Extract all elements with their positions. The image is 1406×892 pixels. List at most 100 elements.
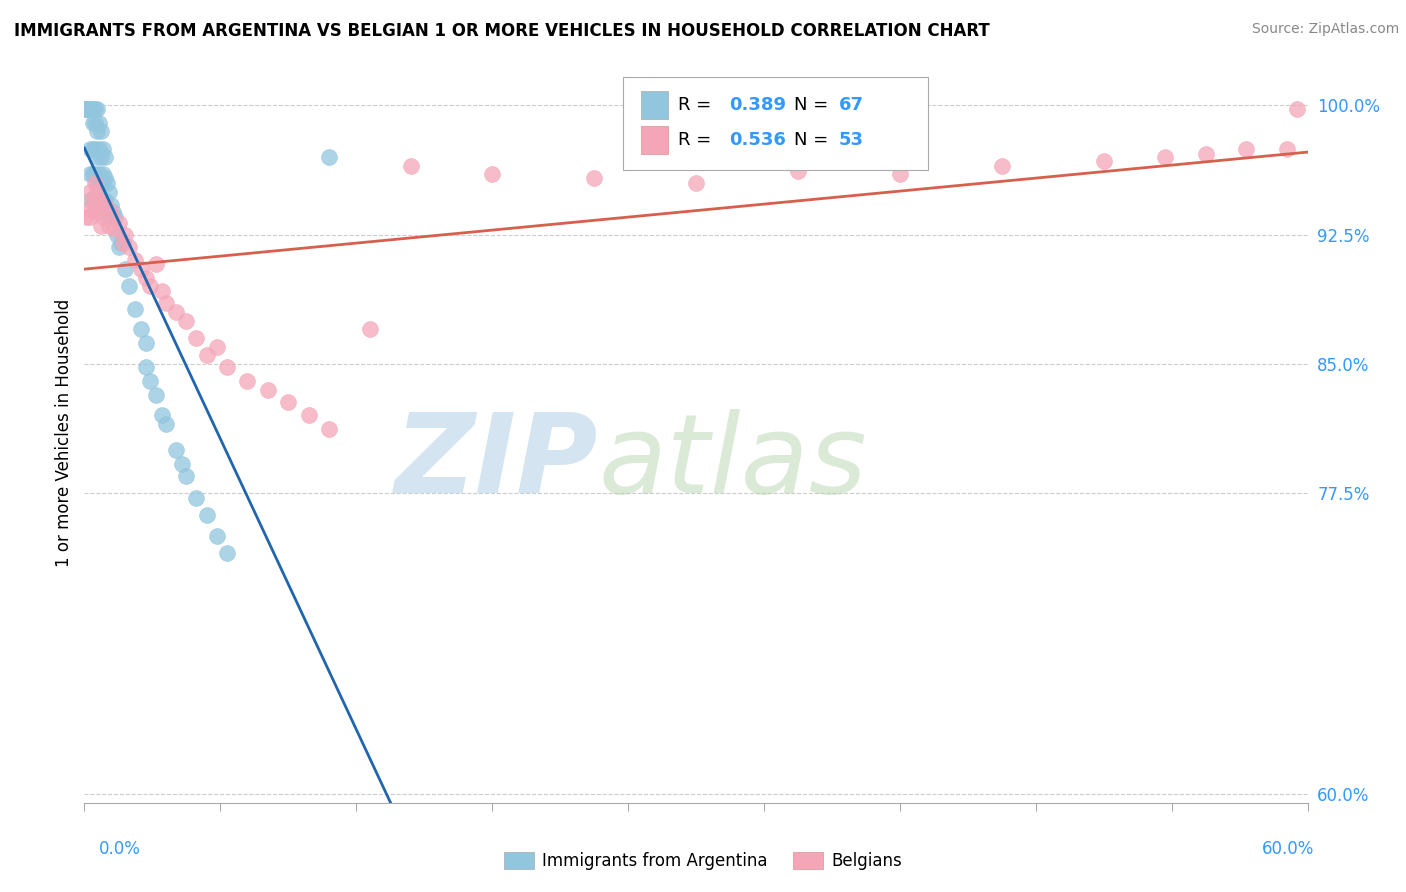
Point [150, 409, 173, 423]
Point [79, 102, 101, 116]
Point [75, 211, 97, 225]
Point [87, 193, 110, 207]
Point [145, 388, 167, 402]
Legend: Immigrants from Argentina, Belgians: Immigrants from Argentina, Belgians [498, 845, 908, 877]
Point [77, 202, 100, 216]
Point [96, 202, 118, 216]
Point [75, 102, 97, 116]
Point [165, 442, 187, 457]
Point [75, 102, 97, 116]
Point [87, 167, 110, 181]
Point [124, 301, 146, 316]
Point [83, 176, 105, 190]
Point [87, 116, 110, 130]
Point [195, 508, 218, 523]
Text: IMMIGRANTS FROM ARGENTINA VS BELGIAN 1 OR MORE VEHICLES IN HOUSEHOLD CORRELATION: IMMIGRANTS FROM ARGENTINA VS BELGIAN 1 O… [14, 22, 990, 40]
Point [83, 193, 105, 207]
Point [155, 417, 177, 431]
Point [79, 193, 101, 207]
Point [90, 198, 112, 212]
Point [93, 198, 115, 212]
Text: N =: N = [794, 95, 834, 113]
Point [90, 124, 112, 138]
Point [83, 116, 105, 130]
Point [93, 150, 115, 164]
Point [991, 159, 1014, 173]
Point [79, 102, 101, 116]
Point [155, 296, 177, 310]
Text: 0.536: 0.536 [728, 131, 786, 149]
Bar [641, 126, 668, 154]
Point [257, 383, 280, 397]
Point [86, 185, 108, 199]
Point [82, 116, 104, 130]
Text: 0.0%: 0.0% [98, 840, 141, 858]
Point [82, 167, 104, 181]
Point [318, 150, 340, 164]
Text: Source: ZipAtlas.com: Source: ZipAtlas.com [1251, 22, 1399, 37]
Point [114, 262, 136, 277]
Point [79, 142, 101, 156]
Point [685, 176, 707, 190]
Point [79, 211, 101, 225]
Point [787, 164, 810, 178]
Point [135, 360, 157, 375]
Point [298, 409, 321, 423]
Point [145, 257, 167, 271]
Text: R =: R = [678, 131, 717, 149]
Point [135, 336, 157, 351]
Point [96, 176, 118, 190]
Point [108, 240, 131, 254]
Point [1092, 153, 1115, 168]
Point [91, 211, 114, 225]
Point [79, 102, 101, 116]
Point [138, 279, 160, 293]
Point [83, 142, 105, 156]
Point [889, 167, 911, 181]
Point [135, 270, 157, 285]
Point [87, 142, 110, 156]
Point [1236, 142, 1258, 156]
Point [174, 314, 197, 328]
Point [105, 227, 128, 242]
Point [100, 198, 122, 212]
Point [91, 167, 114, 181]
Point [86, 124, 108, 138]
Point [138, 374, 160, 388]
Point [236, 374, 259, 388]
Point [82, 142, 104, 156]
Point [100, 205, 122, 219]
Text: 0.389: 0.389 [728, 95, 786, 113]
Point [86, 205, 108, 219]
Point [87, 193, 110, 207]
Point [205, 529, 228, 543]
Point [217, 546, 239, 560]
Point [86, 102, 108, 116]
FancyBboxPatch shape [623, 78, 928, 169]
Point [83, 167, 105, 181]
Point [93, 170, 115, 185]
Point [399, 159, 422, 173]
Text: 67: 67 [839, 95, 865, 113]
Point [75, 102, 97, 116]
Point [110, 236, 132, 251]
Text: ZIP: ZIP [395, 409, 598, 516]
Point [359, 322, 381, 336]
Point [77, 102, 100, 116]
Point [101, 205, 124, 219]
Bar [641, 91, 668, 119]
Point [318, 422, 340, 436]
Point [86, 150, 108, 164]
Point [97, 185, 120, 199]
Point [186, 331, 208, 345]
Point [481, 167, 503, 181]
Point [118, 279, 141, 293]
Point [195, 348, 218, 362]
Point [114, 227, 136, 242]
Point [150, 285, 173, 299]
Point [1154, 150, 1177, 164]
Point [1277, 142, 1299, 156]
Point [79, 185, 101, 199]
Point [104, 211, 127, 225]
Point [75, 102, 97, 116]
